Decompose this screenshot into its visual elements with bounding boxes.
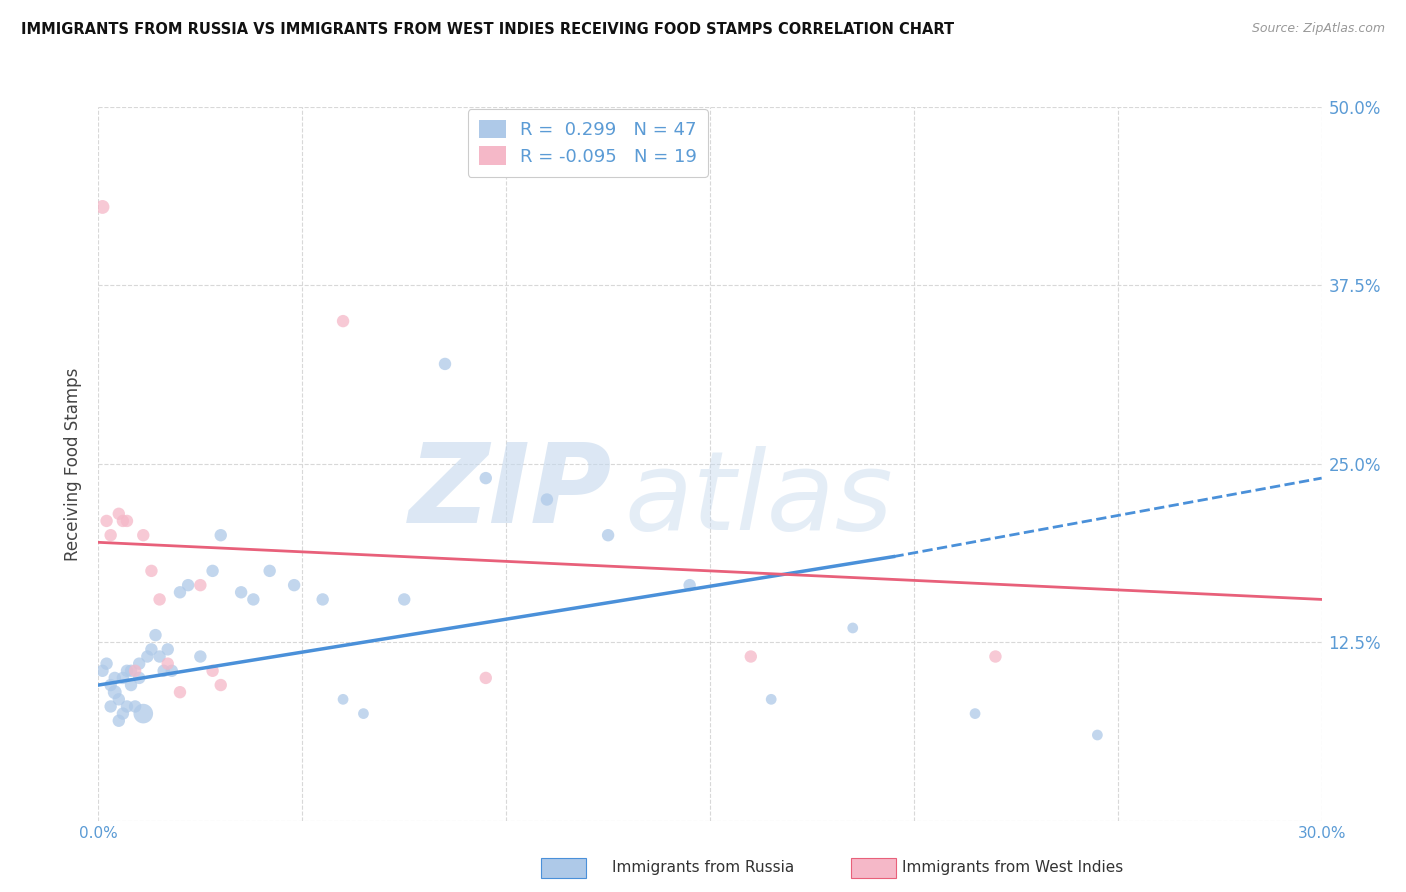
Point — [160, 664, 183, 678]
Point — [132, 706, 155, 721]
Point — [91, 664, 114, 678]
Point — [152, 664, 174, 678]
Text: Immigrants from Russia: Immigrants from Russia — [612, 860, 794, 874]
Point — [177, 578, 200, 592]
Point — [332, 692, 354, 706]
Point — [124, 664, 146, 678]
Point — [352, 706, 374, 721]
Point — [740, 649, 762, 664]
Point — [132, 528, 155, 542]
Point — [332, 314, 354, 328]
Point — [120, 664, 142, 678]
Point — [96, 514, 118, 528]
Point — [104, 685, 127, 699]
Point — [120, 678, 142, 692]
Point — [679, 578, 702, 592]
Point — [156, 642, 179, 657]
Text: ZIP: ZIP — [409, 439, 612, 546]
Point — [536, 492, 558, 507]
Point — [1085, 728, 1108, 742]
Point — [169, 585, 191, 599]
Point — [474, 671, 498, 685]
Point — [201, 664, 224, 678]
Point — [128, 671, 150, 685]
Point — [201, 564, 224, 578]
Point — [209, 678, 232, 692]
Point — [115, 664, 138, 678]
Point — [100, 699, 122, 714]
Point — [100, 678, 122, 692]
Point — [434, 357, 457, 371]
Point — [96, 657, 118, 671]
Point — [761, 692, 783, 706]
Point — [128, 657, 150, 671]
Text: Source: ZipAtlas.com: Source: ZipAtlas.com — [1251, 22, 1385, 36]
Point — [598, 528, 620, 542]
Point — [474, 471, 498, 485]
Point — [965, 706, 987, 721]
Legend: R =  0.299   N = 47, R = -0.095   N = 19: R = 0.299 N = 47, R = -0.095 N = 19 — [468, 109, 707, 177]
Point — [108, 507, 131, 521]
Point — [111, 514, 134, 528]
Point — [108, 692, 131, 706]
Point — [149, 592, 172, 607]
Point — [312, 592, 335, 607]
Text: IMMIGRANTS FROM RUSSIA VS IMMIGRANTS FROM WEST INDIES RECEIVING FOOD STAMPS CORR: IMMIGRANTS FROM RUSSIA VS IMMIGRANTS FRO… — [21, 22, 955, 37]
Point — [841, 621, 863, 635]
Point — [392, 592, 416, 607]
Point — [156, 657, 179, 671]
Point — [209, 528, 232, 542]
Point — [104, 671, 127, 685]
Point — [136, 649, 159, 664]
Point — [141, 564, 163, 578]
Point — [100, 528, 122, 542]
Point — [231, 585, 253, 599]
Point — [115, 514, 138, 528]
Point — [145, 628, 167, 642]
Point — [283, 578, 305, 592]
Point — [115, 699, 138, 714]
Point — [141, 642, 163, 657]
Point — [188, 649, 212, 664]
Y-axis label: Receiving Food Stamps: Receiving Food Stamps — [65, 368, 83, 560]
Point — [188, 578, 212, 592]
Point — [984, 649, 1007, 664]
Point — [91, 200, 114, 214]
Point — [169, 685, 191, 699]
Text: atlas: atlas — [624, 446, 893, 553]
Point — [259, 564, 281, 578]
Text: Immigrants from West Indies: Immigrants from West Indies — [901, 860, 1123, 874]
Point — [108, 714, 131, 728]
Point — [149, 649, 172, 664]
Point — [124, 699, 146, 714]
Point — [111, 706, 134, 721]
Point — [111, 671, 134, 685]
Point — [242, 592, 264, 607]
